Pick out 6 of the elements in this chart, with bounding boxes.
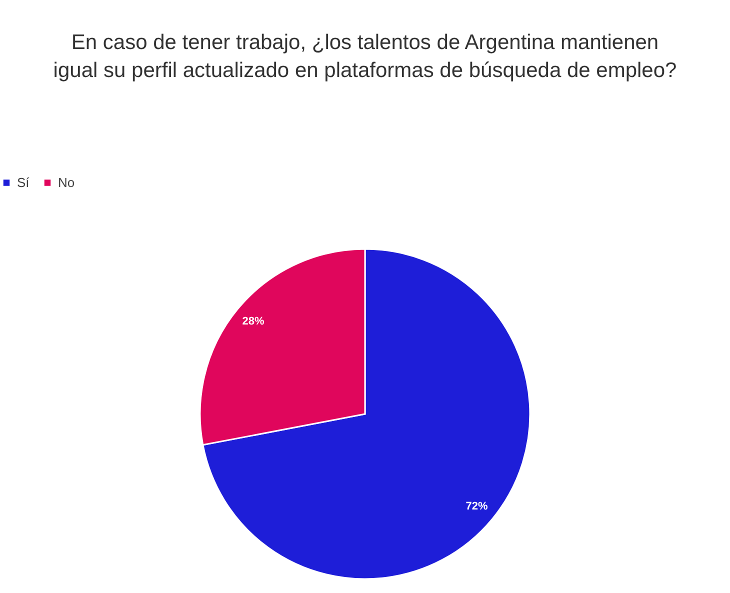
legend-label: No: [58, 174, 75, 190]
pie-slice: [202, 248, 531, 580]
chart-title: En caso de tener trabajo, ¿los talentos de Argentina mantienen igual su perfil actualizado en plataformas de búsqueda de empleo?: [53, 31, 677, 82]
data-label: 72%: [466, 500, 488, 512]
data-label: 28%: [242, 316, 264, 328]
legend-label: Sí: [17, 174, 30, 190]
